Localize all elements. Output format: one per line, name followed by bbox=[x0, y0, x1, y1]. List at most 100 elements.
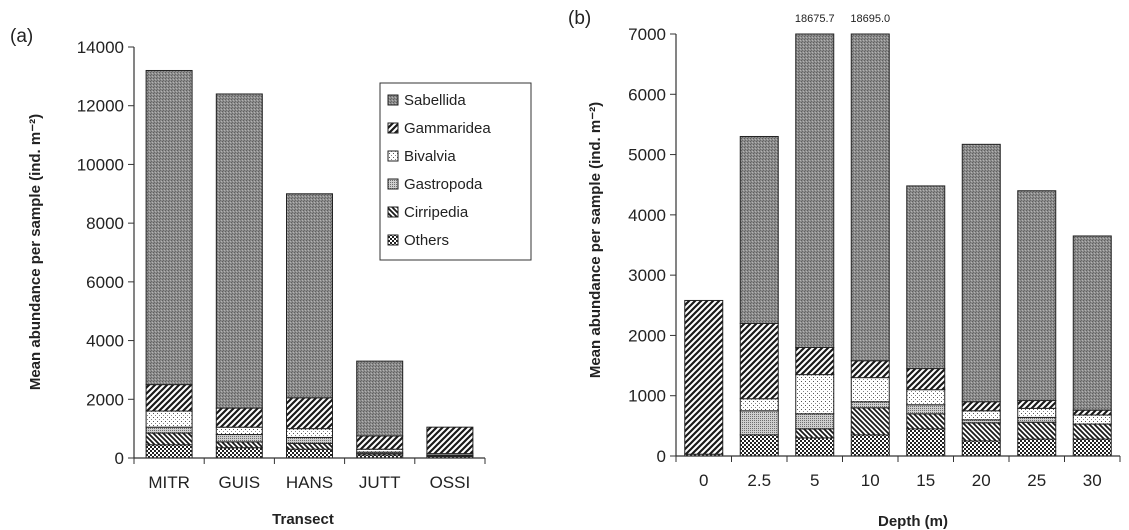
panel-b-bar-2.5-bivalvia bbox=[739, 398, 779, 412]
legend-label-cirripedia: Cirripedia bbox=[404, 204, 469, 221]
panel-a-bar-HANS-sabellida bbox=[286, 193, 333, 399]
panel-b-xtick-label: 10 bbox=[861, 471, 880, 490]
legend-swatch-gastropoda bbox=[387, 178, 399, 190]
panel-b-ytick-label: 7000 bbox=[628, 25, 666, 44]
panel-b-bar-10-others bbox=[850, 434, 890, 457]
panel-b-bar-25-others bbox=[1017, 438, 1057, 457]
panel-a-ytick-label: 8000 bbox=[86, 214, 124, 233]
panel-b-bar-20-sabellida bbox=[961, 143, 1001, 403]
panel-b-ytick-label: 5000 bbox=[628, 146, 666, 165]
panel-a-ytick-label: 6000 bbox=[86, 273, 124, 292]
panel-a-bar-HANS-cirripedia bbox=[286, 442, 333, 450]
panel-b-xtick-label: 30 bbox=[1083, 471, 1102, 490]
panel-a-bar-OSSI-gammaridea bbox=[426, 426, 474, 455]
panel-a-bar-MITR-sabellida bbox=[145, 69, 193, 386]
legend-swatch-bivalvia bbox=[387, 150, 399, 162]
panel-b-ytick-label: 1000 bbox=[628, 387, 666, 406]
panel-b-bar-5-bivalvia bbox=[795, 374, 835, 415]
panel-b-bar-20-gammaridea bbox=[961, 401, 1001, 412]
panel-a-bar-GUIS-cirripedia bbox=[215, 441, 263, 449]
panel-a-xtick-label: GUIS bbox=[219, 473, 261, 492]
panel-b-bar-10-bivalvia bbox=[850, 377, 890, 403]
legend-box bbox=[379, 82, 532, 261]
panel-b-bar-2.5-sabellida bbox=[739, 135, 779, 324]
legend: Sabellida Gammaridea Bivalvia Gastropoda Cir… bbox=[379, 82, 532, 261]
panel-b-bar-20-bivalvia bbox=[961, 410, 1001, 421]
panel-a-ytick-label: 10000 bbox=[77, 155, 124, 174]
panel-a-bar-GUIS-gastropoda bbox=[215, 434, 263, 443]
panel-b-xlabel: Depth (m) bbox=[878, 513, 948, 530]
panel-b-bar-15-bivalvia bbox=[906, 389, 946, 406]
panel-b-xtick-label: 15 bbox=[916, 471, 935, 490]
panel-a-xtick-label: OSSI bbox=[430, 473, 471, 492]
panel-b-ytick-label: 6000 bbox=[628, 85, 666, 104]
panel-a-ytick-label: 12000 bbox=[77, 97, 124, 116]
panel-a-bar-MITR-others bbox=[145, 444, 193, 459]
panel-b-bar-30-cirripedia bbox=[1072, 423, 1112, 440]
panel-a-bar-MITR-bivalvia bbox=[145, 410, 193, 428]
panel-a-bar-JUTT-gammaridea bbox=[356, 435, 404, 450]
panel-b-bar-5-others bbox=[795, 437, 835, 457]
panel-b-bar-15-gammaridea bbox=[906, 368, 946, 391]
panel-b-xtick-label: 25 bbox=[1027, 471, 1046, 490]
panel-a-bar-MITR-cirripedia bbox=[145, 432, 193, 446]
legend-swatch-cirripedia bbox=[387, 206, 399, 218]
panel-b-bar-25-gammaridea bbox=[1017, 400, 1057, 409]
panel-b-bar-10-cirripedia bbox=[850, 407, 890, 436]
panel-a-bar-MITR-gammaridea bbox=[145, 384, 193, 412]
panel-b-bar-10-gastropoda bbox=[850, 401, 890, 409]
legend-swatch-others bbox=[387, 234, 399, 246]
legend-label-bivalvia: Bivalvia bbox=[404, 148, 456, 165]
panel-b-bar-25-sabellida bbox=[1017, 190, 1057, 402]
legend-label-gammaridea: Gammaridea bbox=[404, 120, 491, 137]
panel-b-bar-30-sabellida bbox=[1072, 235, 1112, 411]
panel-b-plot: 0 1000 2000 3000 4000 5000 6000 7000 0 2.5 5 10 15 20… bbox=[628, 13, 1121, 490]
panel-b-xtick-label: 0 bbox=[699, 471, 708, 490]
panel-a-bar-HANS-bivalvia bbox=[286, 428, 333, 438]
panel-b-ytick-label: 2000 bbox=[628, 326, 666, 345]
panel-b-bar-5-cirripedia bbox=[795, 428, 835, 439]
panel-b-bar-5-sabellida bbox=[795, 33, 835, 348]
panel-b-bar-5-gammaridea bbox=[795, 346, 835, 376]
panel-a-bar-GUIS-others bbox=[215, 447, 263, 459]
panel-b-bar-15-others bbox=[906, 428, 946, 457]
panel-b-bar-30-gammaridea bbox=[1072, 409, 1112, 416]
panel-a-bar-HANS-gammaridea bbox=[286, 397, 333, 430]
panel-b-ytick-label: 4000 bbox=[628, 206, 666, 225]
panel-a-ytick-label: 2000 bbox=[86, 390, 124, 409]
legend-label-gastropoda: Gastropoda bbox=[404, 176, 483, 193]
panel-b-overflow-annotation: 18695.0 bbox=[850, 13, 890, 25]
panel-b: (b) Mean abundance per sample (ind. m⁻²)… bbox=[568, 8, 1121, 530]
panel-b-bar-25-bivalvia bbox=[1017, 407, 1057, 418]
panel-b-bar-20-cirripedia bbox=[961, 422, 1001, 442]
panel-b-overflow-annotation: 18675.7 bbox=[795, 13, 835, 25]
panel-a-bar-MITR-gastropoda bbox=[145, 426, 193, 434]
panel-a-ytick-label: 0 bbox=[115, 449, 124, 468]
panel-b-bar-15-sabellida bbox=[906, 185, 946, 370]
panel-a-xtick-label: JUTT bbox=[359, 473, 401, 492]
panel-b-xtick-label: 5 bbox=[810, 471, 819, 490]
panel-b-bar-5-gastropoda bbox=[795, 413, 835, 430]
panel-b-bar-25-gastropoda bbox=[1017, 416, 1057, 423]
panel-b-bar-30-bivalvia bbox=[1072, 414, 1112, 425]
panel-b-bar-0-gammaridea bbox=[684, 299, 724, 455]
panel-b-xtick-label: 20 bbox=[972, 471, 991, 490]
panel-a-ylabel: Mean abundance per sample (ind. m⁻²) bbox=[27, 114, 44, 390]
legend-swatch-gammaridea bbox=[387, 122, 399, 134]
panel-a-bar-HANS-others bbox=[286, 448, 333, 459]
panel-b-xtick-label: 2.5 bbox=[747, 471, 771, 490]
panel-a-bar-JUTT-sabellida bbox=[356, 360, 404, 437]
panel-b-ytick-label: 3000 bbox=[628, 266, 666, 285]
legend-swatch-sabellida bbox=[387, 94, 399, 106]
panel-b-bar-10-gammaridea bbox=[850, 360, 890, 379]
panel-b-bar-2.5-gammaridea bbox=[739, 322, 779, 400]
panel-b-bar-2.5-gastropoda bbox=[739, 410, 779, 436]
panel-a-xlabel: Transect bbox=[272, 511, 334, 528]
panel-a-bar-GUIS-gammaridea bbox=[215, 407, 263, 428]
panel-a: (a) Mean abundance per sample (ind. m⁻²)… bbox=[10, 26, 532, 528]
panel-b-bar-10-sabellida bbox=[850, 33, 890, 362]
panel-b-bar-20-others bbox=[961, 440, 1001, 457]
panel-a-plot: 0 2000 4000 6000 8000 10000 12000 14000 MITR GUIS… bbox=[77, 38, 486, 492]
panel-a-ytick-label: 14000 bbox=[77, 38, 124, 57]
